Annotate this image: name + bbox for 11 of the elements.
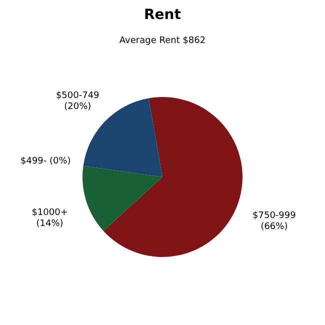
category-label: $499- (0%) xyxy=(20,156,71,167)
data-label: (20%) xyxy=(64,102,92,112)
pie-slice xyxy=(103,97,242,257)
chart-subtitle: Average Rent $862 xyxy=(119,36,206,46)
chart-title: Rent xyxy=(144,7,182,23)
data-label: (66%) xyxy=(260,222,288,232)
data-label: (14%) xyxy=(36,218,64,229)
pie-slice xyxy=(82,166,162,231)
slice-label: $1000+ xyxy=(32,208,68,218)
slice-label: $500-749 xyxy=(56,91,100,102)
slice-label: $750-999 xyxy=(252,211,296,222)
